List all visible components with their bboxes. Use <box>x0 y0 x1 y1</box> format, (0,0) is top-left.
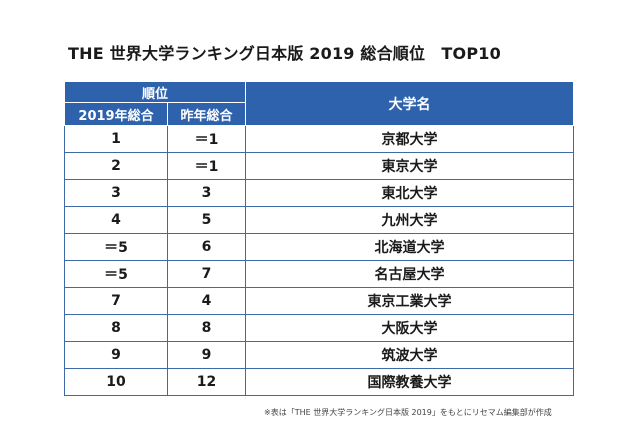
rank-2019-cell: 3 <box>64 179 168 207</box>
rank-2019-cell: 8 <box>64 314 168 342</box>
table-row: 7 4 東京工業大学 <box>64 287 575 315</box>
rank-prev-cell: 5 <box>166 206 247 234</box>
table-row: 10 12 国際教養大学 <box>64 368 575 396</box>
table-row: ＝5 6 北海道大学 <box>64 233 575 261</box>
rank-2019-cell: ＝5 <box>64 233 168 261</box>
table-row: 2 ＝1 東京大学 <box>64 152 575 180</box>
table-row: 8 8 大阪大学 <box>64 314 575 342</box>
university-cell: 東京大学 <box>245 152 575 180</box>
rank-2019-cell: 9 <box>64 341 168 369</box>
table-row: 1 ＝1 京都大学 <box>64 125 575 153</box>
table-row: 3 3 東北大学 <box>64 179 575 207</box>
rank-prev-cell: 9 <box>166 341 247 369</box>
university-cell: 大阪大学 <box>245 314 575 342</box>
page-title: THE 世界大学ランキング日本版 2019 総合順位 TOP10 <box>68 44 501 63</box>
rank-2019-cell: 1 <box>64 125 168 153</box>
university-header: 大学名 <box>245 81 575 126</box>
university-cell: 国際教養大学 <box>245 368 575 396</box>
university-cell: 名古屋大学 <box>245 260 575 288</box>
rank-prev-cell: 8 <box>166 314 247 342</box>
rank-prev-cell: 12 <box>166 368 247 396</box>
rank-2019-cell: ＝5 <box>64 260 168 288</box>
university-cell: 九州大学 <box>245 206 575 234</box>
rank-2019-cell: 2 <box>64 152 168 180</box>
ranking-table: 順位 大学名 2019年総合 昨年総合 1 ＝1 京都大学 2 ＝1 東京大学 … <box>63 81 575 396</box>
university-cell: 筑波大学 <box>245 341 575 369</box>
university-cell: 北海道大学 <box>245 233 575 261</box>
rank-2019-cell: 7 <box>64 287 168 315</box>
table-row: 4 5 九州大学 <box>64 206 575 234</box>
rank-prev-cell: 3 <box>166 179 247 207</box>
rank-2019-header: 2019年総合 <box>64 102 168 126</box>
table-row: ＝5 7 名古屋大学 <box>64 260 575 288</box>
university-cell: 東京工業大学 <box>245 287 575 315</box>
rank-group-header: 順位 <box>63 81 247 103</box>
table-row: 9 9 筑波大学 <box>64 341 575 369</box>
rank-prev-cell: ＝1 <box>166 152 247 180</box>
university-cell: 東北大学 <box>245 179 575 207</box>
rank-prev-header: 昨年総合 <box>166 102 247 126</box>
rank-prev-cell: 7 <box>166 260 247 288</box>
rank-2019-cell: 4 <box>64 206 168 234</box>
rank-2019-cell: 10 <box>64 368 168 396</box>
rank-prev-cell: 4 <box>166 287 247 315</box>
rank-prev-cell: 6 <box>166 233 247 261</box>
rank-prev-cell: ＝1 <box>166 125 247 153</box>
university-cell: 京都大学 <box>245 125 575 153</box>
source-note: ※表は「THE 世界大学ランキング日本版 2019」をもとにリセマム編集部が作成 <box>264 408 552 417</box>
